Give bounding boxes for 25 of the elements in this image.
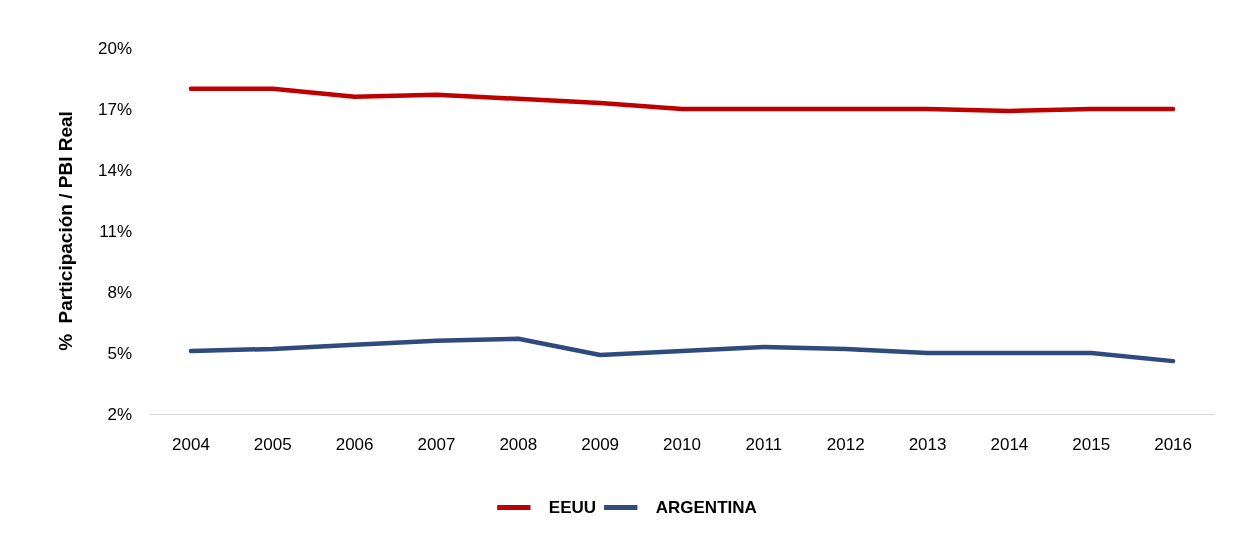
y-tick-label: 8%: [107, 282, 132, 302]
x-tick-label: 2008: [499, 435, 538, 454]
y-axis-title: % Participación / PBI Real: [55, 111, 76, 351]
x-tick-label: 2006: [335, 435, 374, 454]
y-tick-label: 11%: [99, 221, 132, 241]
x-tick-label: 2007: [417, 435, 456, 454]
x-tick-label: 2005: [253, 435, 292, 454]
y-tick-label: 20%: [97, 38, 132, 58]
x-tick-label: 2004: [172, 435, 210, 454]
y-tick-label: 14%: [97, 160, 132, 180]
x-tick-label: 2013: [908, 435, 947, 454]
line-series: [188, 336, 1176, 364]
line-series: [188, 86, 1176, 114]
legend-label: ARGENTINA: [655, 498, 757, 517]
x-tick-label: 2010: [663, 435, 701, 454]
x-tick-label: 2012: [826, 435, 865, 454]
x-tick-label: 2011: [745, 435, 783, 454]
legend-label: EEUU: [548, 498, 597, 517]
y-tick-label: 5%: [107, 343, 132, 363]
x-tick-label: 2009: [581, 435, 620, 454]
y-tick-label: 2%: [107, 404, 132, 424]
y-tick-label: 17%: [97, 99, 132, 119]
x-tick-label: 2015: [1072, 435, 1111, 454]
x-tick-label: 2014: [990, 435, 1029, 454]
x-tick-label: 2016: [1154, 435, 1192, 454]
